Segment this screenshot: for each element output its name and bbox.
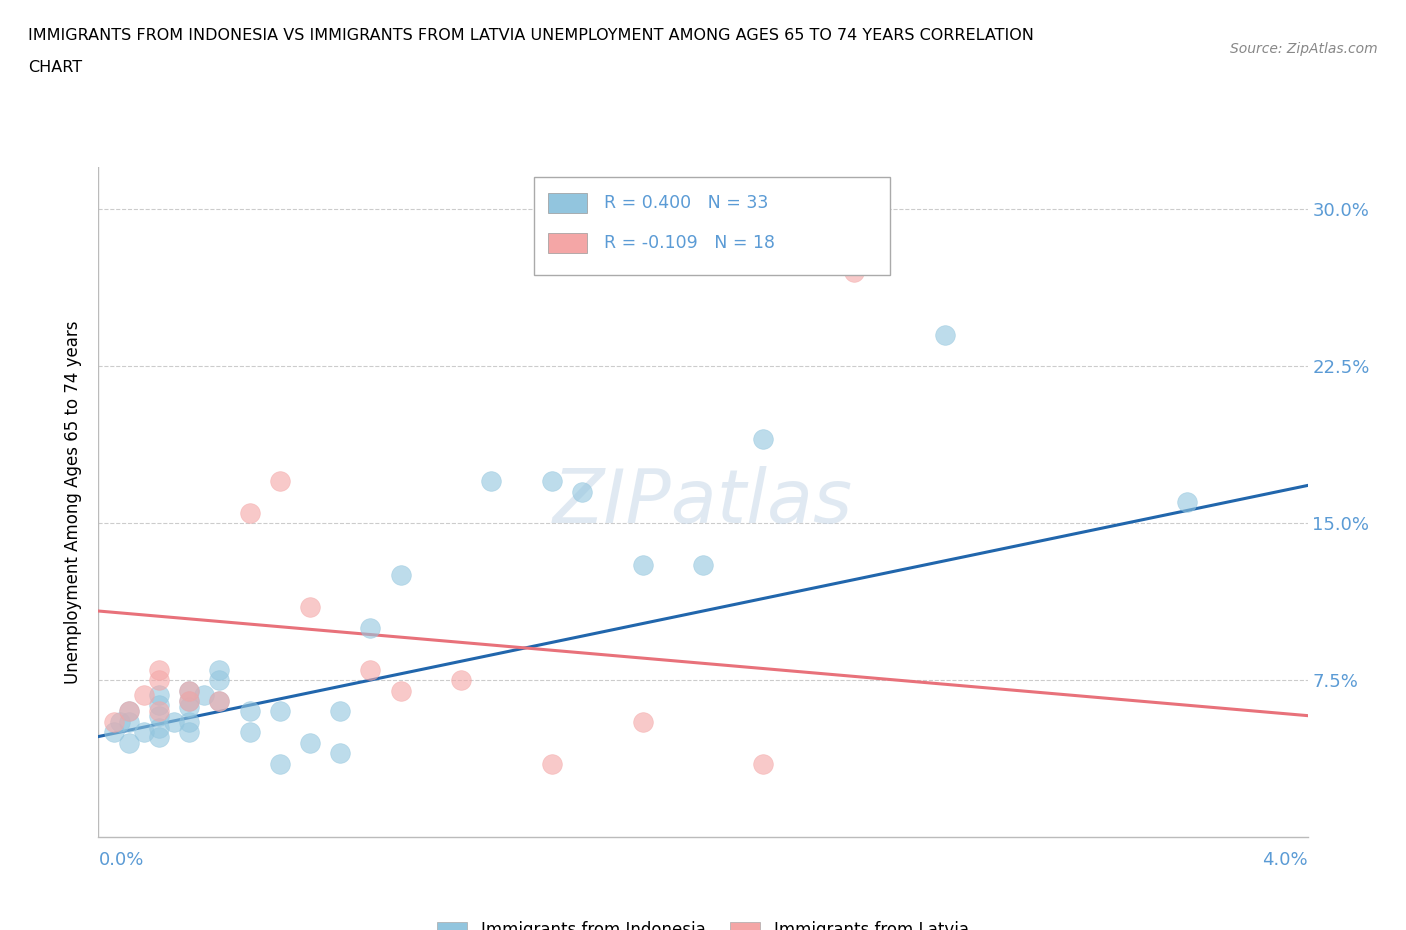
Text: R = 0.400   N = 33: R = 0.400 N = 33 xyxy=(603,193,768,212)
Point xyxy=(571,485,593,499)
FancyBboxPatch shape xyxy=(534,178,890,274)
Point xyxy=(103,725,125,740)
Legend: Immigrants from Indonesia, Immigrants from Latvia: Immigrants from Indonesia, Immigrants fr… xyxy=(430,914,976,930)
Text: 0.0%: 0.0% xyxy=(98,851,143,870)
Text: 4.0%: 4.0% xyxy=(1263,851,1308,870)
Point xyxy=(208,694,231,709)
Point xyxy=(148,698,170,712)
Point xyxy=(1175,495,1198,510)
Point xyxy=(118,736,141,751)
Point xyxy=(179,683,201,698)
Point xyxy=(179,694,201,709)
Text: R = -0.109   N = 18: R = -0.109 N = 18 xyxy=(603,234,775,252)
Point xyxy=(148,704,170,719)
Point xyxy=(103,714,125,729)
Point xyxy=(631,558,654,573)
Text: Source: ZipAtlas.com: Source: ZipAtlas.com xyxy=(1230,42,1378,56)
Point xyxy=(269,474,291,489)
Point xyxy=(239,505,262,520)
Point xyxy=(148,729,170,744)
Text: ZIPatlas: ZIPatlas xyxy=(553,466,853,538)
Point xyxy=(118,714,141,729)
FancyBboxPatch shape xyxy=(548,193,586,213)
FancyBboxPatch shape xyxy=(548,233,586,253)
Point xyxy=(329,704,352,719)
Point xyxy=(179,714,201,729)
Point xyxy=(193,687,215,702)
Point xyxy=(752,756,775,771)
Point xyxy=(208,662,231,677)
Point xyxy=(118,704,141,719)
Point xyxy=(163,714,186,729)
Point xyxy=(360,620,382,635)
Point xyxy=(132,725,155,740)
Point xyxy=(269,704,291,719)
Point xyxy=(108,714,131,729)
Point xyxy=(179,694,201,709)
Point xyxy=(208,694,231,709)
Point xyxy=(360,662,382,677)
Point xyxy=(148,687,170,702)
Text: CHART: CHART xyxy=(28,60,82,75)
Point xyxy=(389,568,412,583)
Point xyxy=(179,725,201,740)
Y-axis label: Unemployment Among Ages 65 to 74 years: Unemployment Among Ages 65 to 74 years xyxy=(65,321,83,684)
Point xyxy=(934,327,956,342)
Point xyxy=(118,704,141,719)
Point xyxy=(844,265,866,280)
Point xyxy=(299,600,322,615)
Point xyxy=(132,687,155,702)
Point xyxy=(179,700,201,715)
Point xyxy=(179,683,201,698)
Point xyxy=(389,683,412,698)
Point xyxy=(481,474,503,489)
Point xyxy=(541,756,564,771)
Point xyxy=(631,714,654,729)
Point xyxy=(148,672,170,687)
Point xyxy=(692,558,714,573)
Point xyxy=(239,704,262,719)
Point xyxy=(752,432,775,447)
Point xyxy=(450,672,472,687)
Point xyxy=(239,725,262,740)
Point xyxy=(148,709,170,724)
Point xyxy=(269,756,291,771)
Point xyxy=(541,474,564,489)
Text: IMMIGRANTS FROM INDONESIA VS IMMIGRANTS FROM LATVIA UNEMPLOYMENT AMONG AGES 65 T: IMMIGRANTS FROM INDONESIA VS IMMIGRANTS … xyxy=(28,28,1033,43)
Point xyxy=(148,662,170,677)
Point xyxy=(148,721,170,736)
Point xyxy=(329,746,352,761)
Point xyxy=(208,672,231,687)
Point xyxy=(299,736,322,751)
